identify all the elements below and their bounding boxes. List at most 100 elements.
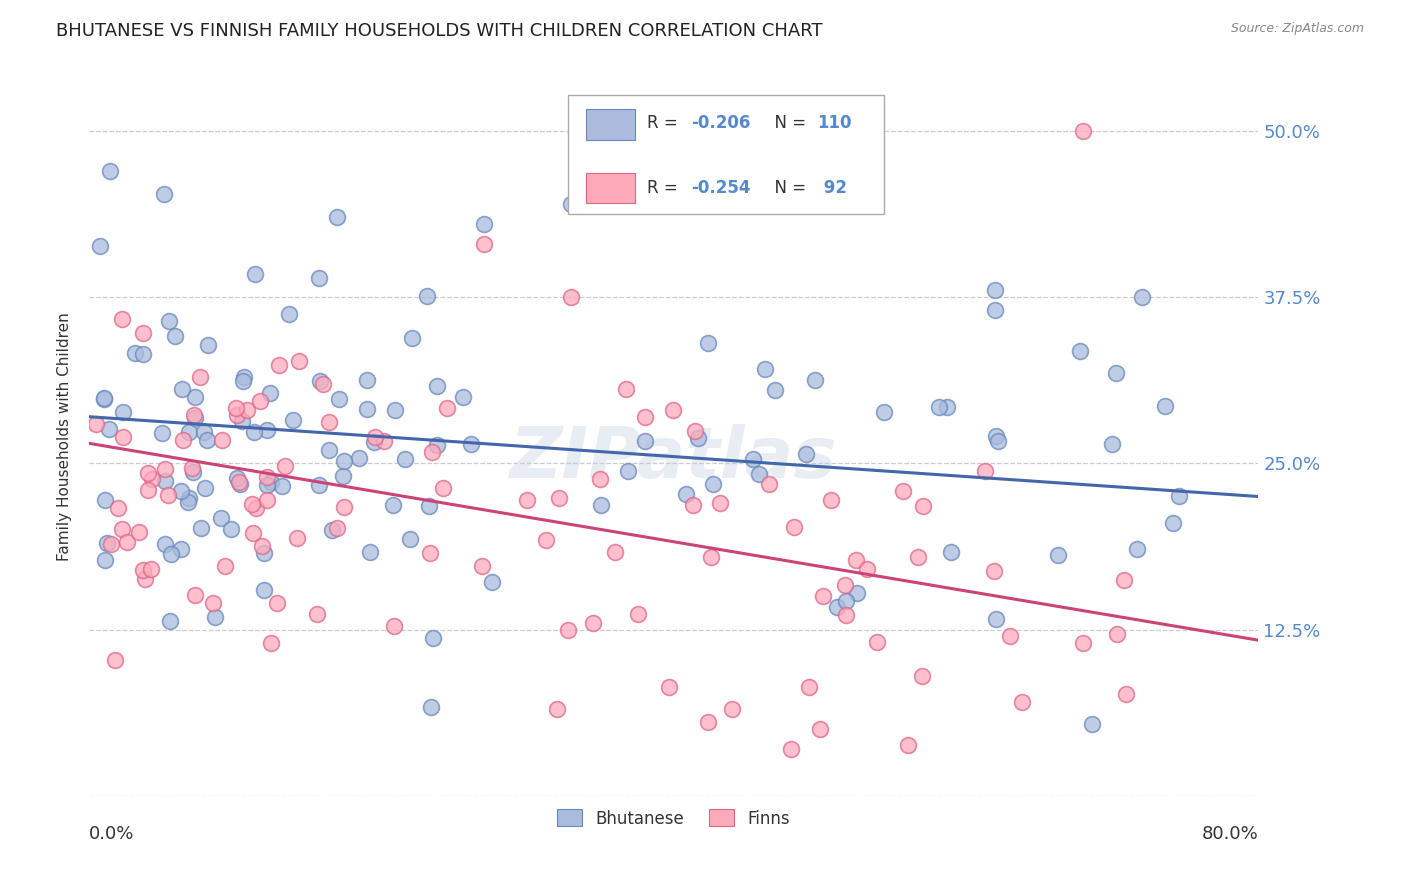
Point xyxy=(721,702,744,716)
Point xyxy=(911,669,934,683)
Point xyxy=(1126,542,1149,557)
Point xyxy=(799,681,821,695)
Point xyxy=(111,311,134,326)
Point xyxy=(998,629,1021,643)
Point xyxy=(897,739,920,753)
Point xyxy=(132,326,155,341)
Point xyxy=(100,536,122,550)
Point xyxy=(318,443,340,458)
Point xyxy=(634,410,657,425)
Point xyxy=(308,478,330,492)
Point xyxy=(184,588,207,602)
Text: 110: 110 xyxy=(817,114,852,133)
Point xyxy=(229,476,252,491)
Text: BHUTANESE VS FINNISH FAMILY HOUSEHOLDS WITH CHILDREN CORRELATION CHART: BHUTANESE VS FINNISH FAMILY HOUSEHOLDS W… xyxy=(56,22,823,40)
Point xyxy=(1011,696,1033,710)
Point xyxy=(1105,367,1128,381)
Point xyxy=(825,599,848,614)
Point xyxy=(1167,489,1189,503)
Point xyxy=(326,210,349,224)
Point xyxy=(270,479,292,493)
Point xyxy=(156,488,179,502)
Point xyxy=(225,401,247,416)
Point xyxy=(856,562,879,576)
Point xyxy=(453,390,475,404)
Point xyxy=(941,545,963,559)
Point xyxy=(170,483,193,498)
Point xyxy=(419,546,441,560)
Point xyxy=(436,401,458,416)
Point xyxy=(170,382,193,396)
Point xyxy=(984,303,1007,318)
Point xyxy=(209,510,232,524)
Point xyxy=(811,590,834,604)
Text: R =: R = xyxy=(647,114,683,133)
Point xyxy=(560,197,582,211)
Point xyxy=(240,497,263,511)
Point xyxy=(93,492,115,507)
Point xyxy=(1112,574,1135,588)
Point xyxy=(163,328,186,343)
Point xyxy=(132,563,155,577)
Point xyxy=(177,491,200,506)
Point xyxy=(321,524,343,538)
Point xyxy=(253,546,276,560)
Point xyxy=(779,742,801,756)
Point xyxy=(1047,548,1070,562)
Point xyxy=(153,462,176,476)
Point xyxy=(364,430,387,444)
Point xyxy=(104,653,127,667)
Point xyxy=(98,422,121,436)
Point xyxy=(548,491,571,505)
Point xyxy=(359,545,381,559)
Point xyxy=(675,487,697,501)
Point xyxy=(138,467,160,481)
Point xyxy=(190,521,212,535)
Point xyxy=(1080,717,1102,731)
Point xyxy=(472,236,495,251)
Point xyxy=(846,586,869,600)
Point xyxy=(333,500,356,515)
Point xyxy=(682,499,704,513)
Point xyxy=(758,476,780,491)
Point xyxy=(243,425,266,440)
Point xyxy=(153,537,176,551)
Text: -0.254: -0.254 xyxy=(692,179,751,197)
Legend: Bhutanese, Finns: Bhutanese, Finns xyxy=(551,803,797,834)
Point xyxy=(231,414,253,428)
Point xyxy=(1130,290,1153,304)
Point xyxy=(150,426,173,441)
Point xyxy=(245,500,267,515)
Text: 0.0%: 0.0% xyxy=(89,824,134,843)
Point xyxy=(193,425,215,439)
Point xyxy=(256,493,278,508)
Point xyxy=(232,374,254,388)
Point xyxy=(139,562,162,576)
Point xyxy=(285,531,308,545)
Point xyxy=(111,405,134,419)
Point xyxy=(432,482,454,496)
Point xyxy=(581,616,603,631)
Point xyxy=(288,354,311,368)
Text: N =: N = xyxy=(763,114,811,133)
Point xyxy=(94,553,117,567)
Point xyxy=(84,417,107,431)
Point xyxy=(420,699,443,714)
Point xyxy=(627,607,650,621)
Point xyxy=(134,572,156,586)
Point xyxy=(232,369,254,384)
Point xyxy=(89,239,111,253)
Point xyxy=(614,382,637,396)
Point xyxy=(228,475,250,489)
Point xyxy=(702,477,724,491)
Point xyxy=(685,424,707,438)
Point xyxy=(634,434,657,448)
Point xyxy=(93,392,115,406)
Point xyxy=(697,715,720,730)
Point xyxy=(96,535,118,549)
Point xyxy=(245,267,267,281)
Point xyxy=(1154,399,1177,413)
Point xyxy=(111,430,134,444)
Point xyxy=(124,346,146,360)
Point xyxy=(418,499,440,513)
